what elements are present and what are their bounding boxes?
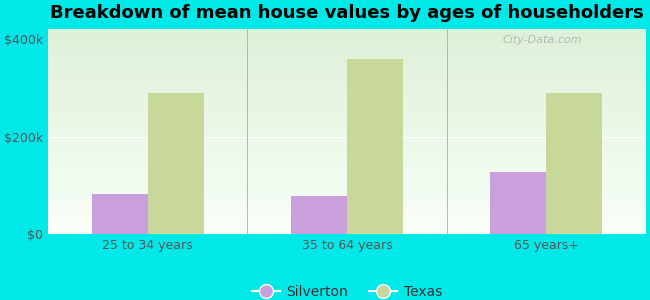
Bar (148, 93, 203, 234)
Bar (291, 196, 347, 234)
Text: City-Data.com: City-Data.com (502, 35, 582, 45)
Bar (491, 172, 546, 234)
Bar (92, 194, 148, 234)
Legend: Silverton, Texas: Silverton, Texas (246, 280, 448, 300)
Title: Breakdown of mean house values by ages of householders: Breakdown of mean house values by ages o… (50, 4, 644, 22)
Bar (546, 93, 602, 234)
Bar (347, 58, 403, 234)
